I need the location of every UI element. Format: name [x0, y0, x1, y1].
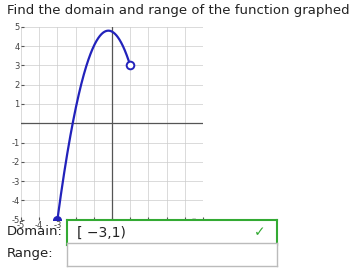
Text: Q: Q: [190, 218, 196, 224]
Text: Range:: Range:: [7, 247, 54, 260]
Text: ✓: ✓: [254, 225, 266, 240]
Text: Domain:: Domain:: [7, 225, 63, 238]
Text: [ −3,1): [ −3,1): [77, 225, 126, 240]
Text: Find the domain and range of the function graphed below.: Find the domain and range of the functio…: [7, 4, 350, 17]
